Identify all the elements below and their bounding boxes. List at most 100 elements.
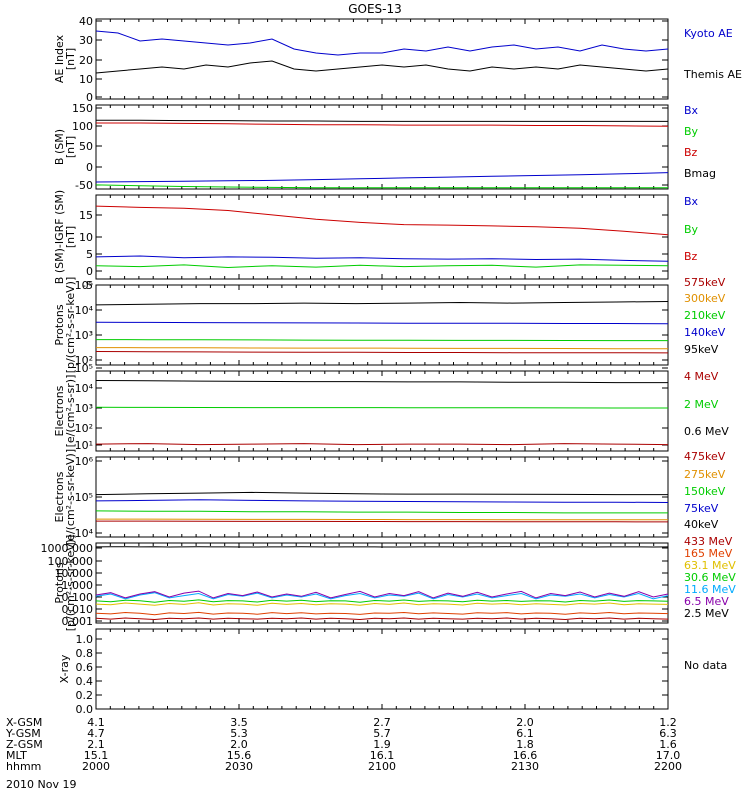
legend-entry: 300keV (684, 292, 726, 305)
y-tick-label: 10² (75, 354, 93, 367)
y-axis-label: Protons[p/(cm²-s-sr-keV)] (53, 535, 77, 632)
y-axis-label: Electrons[e/(cm²-s-sr-keV)] (53, 449, 77, 545)
y-tick-label: 10⁵ (75, 362, 93, 375)
y-axis-label-line: AE Index (53, 34, 66, 83)
series-line-by (95, 264, 669, 269)
legend-entry: 575keV (684, 276, 726, 289)
y-axis-label: Protons[p/(cm²-s-sr-keV)] (53, 277, 77, 374)
series-line-bx (95, 172, 669, 183)
y-tick-label: 5 (86, 248, 93, 261)
ephemeris-value: 3.5 (230, 716, 248, 729)
series-line-by (95, 184, 668, 189)
y-axis-label-line: Protons (53, 304, 66, 345)
y-axis-label-line: B (SM) (53, 129, 66, 165)
y-tick-label: 40 (79, 15, 93, 28)
panel-frame (95, 370, 669, 452)
ephemeris-value: 1.2 (659, 716, 677, 729)
y-axis-label: B (SM)[nT] (53, 129, 77, 165)
y-tick-label: 10⁴ (75, 527, 94, 540)
y-tick-label: 10¹ (75, 439, 93, 452)
series-line-bx (95, 255, 669, 262)
ephemeris-value: 2130 (511, 760, 539, 773)
series-line-475kev (96, 520, 669, 523)
legend-entry: 140keV (684, 326, 726, 339)
y-axis-label: Electrons[e/(cm²-s-sr)] (53, 375, 77, 448)
ephemeris-row-label: MLT (6, 749, 27, 762)
panel-frame (95, 628, 669, 710)
legend-entry: 2 MeV (684, 398, 719, 411)
legend-entry: 150keV (684, 485, 726, 498)
ephemeris-row-label: Z-GSM (6, 738, 43, 751)
legend-entry: Bz (684, 250, 698, 263)
legend-entry: 11.6 MeV (684, 583, 736, 596)
y-axis-label-line: Electrons (53, 471, 66, 522)
series-line-210kev (95, 339, 668, 342)
y-tick-label: 0.010 (62, 603, 94, 616)
ephemeris-value: 2000 (82, 760, 110, 773)
y-axis-label: X-ray (58, 654, 71, 683)
panel-2: -50 0 50 100 150 B (SM)[nT] Bx By Bz Bmag (53, 102, 716, 192)
y-axis-label: AE Index[nT] (53, 34, 77, 83)
legend-entry: 6.5 MeV (684, 595, 729, 608)
ephemeris-value: 5.7 (373, 727, 391, 740)
ephemeris-row-label: X-GSM (6, 716, 42, 729)
series-line-11-6-mev (95, 592, 669, 600)
y-tick-label: 100.000 (48, 555, 94, 568)
panel-frame (95, 456, 669, 538)
series-line-165-mev (95, 611, 669, 616)
y-tick-label: 50 (79, 140, 93, 153)
y-tick-label: 150 (72, 102, 93, 115)
legend-entry: 433 MeV (684, 535, 733, 548)
ephemeris-value: 2200 (654, 760, 682, 773)
legend-entry: Kyoto AE (684, 27, 733, 40)
y-axis-label-line: X-ray (58, 654, 71, 683)
panel-frame (95, 18, 669, 100)
y-tick-label: 10⁴ (75, 382, 94, 395)
date-label: 2010 Nov 19 (6, 778, 76, 791)
ephemeris-value: 5.3 (230, 727, 248, 740)
y-tick-label: 30 (79, 34, 93, 47)
ephemeris-value: 4.7 (87, 727, 105, 740)
y-axis-label: B (SM)-IGRF (SM)[nT] (53, 190, 77, 284)
legend-entry: 165 MeV (684, 547, 733, 560)
ephemeris-value: 4.1 (87, 716, 105, 729)
ephemeris-table: X-GSM 4.1 3.5 2.7 2.0 1.2 Y-GSM 4.7 5.3 5.7 6.1 6.3… (5, 716, 682, 773)
y-axis-label-line: B (SM)-IGRF (SM) (53, 190, 66, 284)
y-tick-label: -50 (75, 179, 93, 192)
series-line-kyoto-ae (95, 30, 669, 56)
ephemeris-value: 2.7 (373, 716, 391, 729)
legend-entry: By (684, 125, 699, 138)
y-tick-label: 10⁵ (75, 279, 93, 292)
y-tick-label: 0.8 (76, 647, 94, 660)
ephemeris-row-label: Y-GSM (5, 727, 41, 740)
legend-entry: Bmag (684, 167, 716, 180)
y-tick-label: 0 (86, 91, 93, 104)
y-tick-label: 0 (86, 265, 93, 278)
panel-frame (95, 104, 669, 190)
y-tick-label: 0.100 (62, 591, 94, 604)
y-tick-label: 0.0 (76, 703, 94, 716)
y-tick-label: 10.000 (55, 567, 94, 580)
legend-entry: 63.1 MeV (684, 559, 736, 572)
y-tick-label: 10³ (75, 402, 93, 415)
legend-entry: 30.6 MeV (684, 571, 736, 584)
ephemeris-value: 2.0 (230, 738, 248, 751)
y-axis-label-line: [e/(cm²-s-sr)] (64, 375, 77, 448)
ephemeris-value: 6.1 (516, 727, 534, 740)
y-tick-label: 0.4 (76, 675, 94, 688)
ephemeris-value: 6.3 (659, 727, 677, 740)
series-line-150kev (95, 510, 668, 514)
series-line-575kev (95, 351, 669, 354)
ephemeris-value: 2.1 (87, 738, 105, 751)
series-line-95kev (95, 301, 669, 306)
y-tick-label: 0.2 (76, 689, 94, 702)
y-tick-label: 20 (79, 54, 93, 67)
y-tick-label: 10³ (75, 329, 93, 342)
panel-8: 0.00.20.40.60.81.0 X-ray No data (58, 628, 727, 716)
ephemeris-value: 2100 (368, 760, 396, 773)
